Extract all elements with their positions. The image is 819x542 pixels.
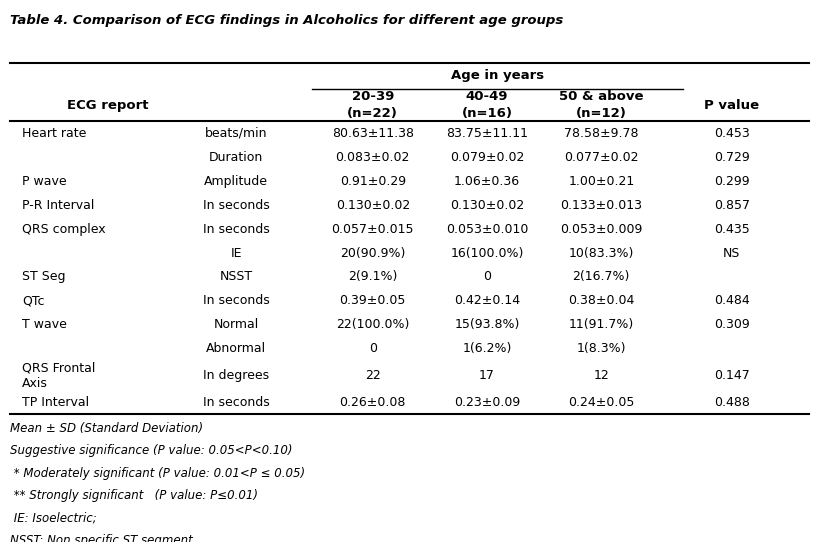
Text: * Moderately significant (P value: 0.01<P ≤ 0.05): * Moderately significant (P value: 0.01<… <box>10 467 305 480</box>
Text: 0.299: 0.299 <box>714 175 749 188</box>
Text: 0.077±0.02: 0.077±0.02 <box>564 151 639 164</box>
Text: 0.23±0.09: 0.23±0.09 <box>454 396 520 409</box>
Text: 16(100.0%): 16(100.0%) <box>450 247 523 260</box>
Text: 0.079±0.02: 0.079±0.02 <box>450 151 524 164</box>
Text: 17: 17 <box>479 369 495 382</box>
Text: 0.057±0.015: 0.057±0.015 <box>332 223 414 236</box>
Text: 1(6.2%): 1(6.2%) <box>463 343 512 356</box>
Text: 0.484: 0.484 <box>714 294 749 307</box>
Text: 1.00±0.21: 1.00±0.21 <box>568 175 635 188</box>
Text: ** Strongly significant   (P value: P≤0.01): ** Strongly significant (P value: P≤0.01… <box>10 489 257 502</box>
Text: Table 4. Comparison of ECG findings in Alcoholics for different age groups: Table 4. Comparison of ECG findings in A… <box>10 14 563 27</box>
Text: 22: 22 <box>365 369 381 382</box>
Text: In degrees: In degrees <box>203 369 269 382</box>
Text: Heart rate: Heart rate <box>22 127 86 140</box>
Text: 12: 12 <box>594 369 609 382</box>
Text: 1(8.3%): 1(8.3%) <box>577 343 626 356</box>
Text: IE: IE <box>230 247 242 260</box>
Text: NS: NS <box>723 247 740 260</box>
Text: T wave: T wave <box>22 318 66 331</box>
Text: 0.133±0.013: 0.133±0.013 <box>560 198 642 211</box>
Text: 83.75±11.11: 83.75±11.11 <box>446 127 528 140</box>
Text: 22(100.0%): 22(100.0%) <box>336 318 410 331</box>
Text: 11(91.7%): 11(91.7%) <box>568 318 634 331</box>
Text: Abnormal: Abnormal <box>206 343 266 356</box>
Text: Amplitude: Amplitude <box>204 175 268 188</box>
Text: QTc: QTc <box>22 294 44 307</box>
Text: P value: P value <box>704 99 759 112</box>
Text: In seconds: In seconds <box>202 223 269 236</box>
Text: 78.58±9.78: 78.58±9.78 <box>564 127 639 140</box>
Text: Duration: Duration <box>209 151 263 164</box>
Text: 50 & above
(n=12): 50 & above (n=12) <box>559 91 644 120</box>
Text: 0.053±0.010: 0.053±0.010 <box>446 223 528 236</box>
Text: 0.24±0.05: 0.24±0.05 <box>568 396 635 409</box>
Text: 0.26±0.08: 0.26±0.08 <box>340 396 406 409</box>
Text: Age in years: Age in years <box>450 69 544 82</box>
Text: 0: 0 <box>483 270 491 283</box>
Text: QRS Frontal
Axis: QRS Frontal Axis <box>22 362 95 390</box>
Text: NSST: NSST <box>219 270 252 283</box>
Text: 20(90.9%): 20(90.9%) <box>340 247 405 260</box>
Text: P wave: P wave <box>22 175 66 188</box>
Text: beats/min: beats/min <box>205 127 267 140</box>
Text: In seconds: In seconds <box>202 198 269 211</box>
Text: 0.91±0.29: 0.91±0.29 <box>340 175 406 188</box>
Text: 1.06±0.36: 1.06±0.36 <box>454 175 520 188</box>
Text: 0.083±0.02: 0.083±0.02 <box>336 151 410 164</box>
Text: 0.147: 0.147 <box>714 369 749 382</box>
Text: 40-49
(n=16): 40-49 (n=16) <box>462 91 513 120</box>
Text: 0.488: 0.488 <box>714 396 750 409</box>
Text: ST Seg: ST Seg <box>22 270 66 283</box>
Text: IE: Isoelectric;: IE: Isoelectric; <box>10 512 97 525</box>
Text: 0.130±0.02: 0.130±0.02 <box>450 198 524 211</box>
Text: 0.453: 0.453 <box>714 127 749 140</box>
Text: 15(93.8%): 15(93.8%) <box>455 318 520 331</box>
Text: 0.435: 0.435 <box>714 223 749 236</box>
Text: 0.39±0.05: 0.39±0.05 <box>340 294 406 307</box>
Text: 0: 0 <box>369 343 377 356</box>
Text: Suggestive significance (P value: 0.05<P<0.10): Suggestive significance (P value: 0.05<P… <box>10 444 292 457</box>
Text: 0.309: 0.309 <box>714 318 749 331</box>
Text: 20-39
(n=22): 20-39 (n=22) <box>347 91 398 120</box>
Text: 0.130±0.02: 0.130±0.02 <box>336 198 410 211</box>
Text: QRS complex: QRS complex <box>22 223 106 236</box>
Text: TP Interval: TP Interval <box>22 396 89 409</box>
Text: 0.729: 0.729 <box>714 151 749 164</box>
Text: 0.42±0.14: 0.42±0.14 <box>454 294 520 307</box>
Text: 2(16.7%): 2(16.7%) <box>572 270 630 283</box>
Text: Mean ± SD (Standard Deviation): Mean ± SD (Standard Deviation) <box>10 422 202 435</box>
Text: 0.053±0.009: 0.053±0.009 <box>560 223 642 236</box>
Text: 80.63±11.38: 80.63±11.38 <box>332 127 414 140</box>
Text: 10(83.3%): 10(83.3%) <box>568 247 634 260</box>
Text: P-R Interval: P-R Interval <box>22 198 94 211</box>
Text: 2(9.1%): 2(9.1%) <box>348 270 397 283</box>
Text: NSST: Non specific ST segment: NSST: Non specific ST segment <box>10 534 192 542</box>
Text: ECG report: ECG report <box>66 99 148 112</box>
Text: 0.38±0.04: 0.38±0.04 <box>568 294 635 307</box>
Text: In seconds: In seconds <box>202 396 269 409</box>
Text: 0.857: 0.857 <box>714 198 750 211</box>
Text: Normal: Normal <box>214 318 259 331</box>
Text: In seconds: In seconds <box>202 294 269 307</box>
